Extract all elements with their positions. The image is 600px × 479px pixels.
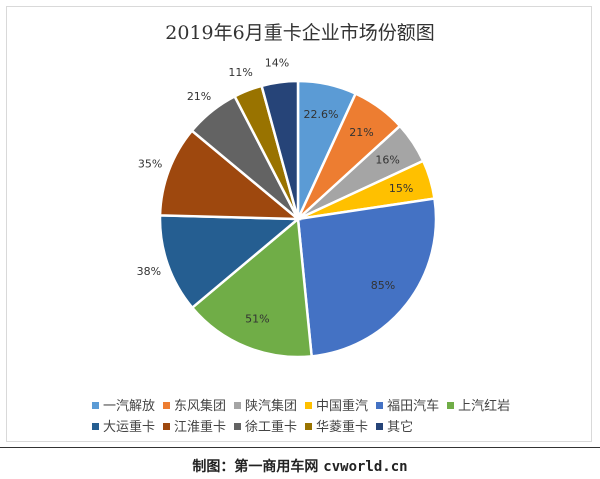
- legend-label: 大运重卡: [103, 420, 156, 435]
- pie-slice-7: [158, 128, 302, 221]
- data-label-5: 51%: [245, 313, 269, 326]
- legend-swatch: [376, 402, 384, 409]
- legend-label: 其它: [387, 420, 414, 435]
- divider: [0, 447, 600, 448]
- legend-item-4: 福田汽车: [376, 396, 439, 417]
- data-label-0: 22.6%: [304, 108, 339, 121]
- data-label-7: 35%: [138, 157, 162, 170]
- data-label-4: 85%: [371, 279, 395, 292]
- legend-label: 东风集团: [174, 399, 227, 414]
- legend-item-7: 江淮重卡: [163, 417, 226, 438]
- pie-slice-5: [190, 216, 314, 359]
- pie-slice-10: [260, 79, 300, 220]
- legend-swatch: [234, 423, 242, 430]
- data-label-3: 15%: [389, 182, 413, 195]
- legend-swatch: [305, 402, 313, 409]
- legend-swatch: [305, 423, 313, 430]
- legend-swatch: [92, 423, 99, 430]
- credit-text: 制图：第一商用车网: [192, 459, 319, 475]
- data-label-9: 11%: [228, 66, 252, 79]
- legend-item-8: 徐工重卡: [234, 417, 297, 438]
- legend-label: 华菱重卡: [316, 420, 369, 435]
- legend-label: 福田汽车: [387, 399, 440, 414]
- pie-chart: 22.6% 21% 16% 15% 85% 51% 38% 35% 21% 11% 14%: [137, 56, 438, 359]
- legend-item-6: 大运重卡: [92, 417, 155, 438]
- legend-item-9: 华菱重卡: [305, 417, 368, 438]
- data-label-6: 38%: [137, 265, 161, 278]
- legend-label: 上汽红岩: [458, 399, 511, 414]
- data-label-8: 21%: [187, 90, 211, 103]
- chart-title: 2019年6月重卡企业市场份额图: [165, 22, 435, 44]
- legend-item-0: 一汽解放: [92, 396, 155, 417]
- legend-item-1: 东风集团: [163, 396, 226, 417]
- legend-label: 一汽解放: [103, 399, 156, 414]
- legend-swatch: [163, 402, 171, 409]
- legend-item-10: 其它: [376, 417, 413, 438]
- legend-item-3: 中国重汽: [305, 396, 368, 417]
- data-label-2: 16%: [375, 153, 399, 166]
- legend-label: 徐工重卡: [245, 420, 298, 435]
- legend-item-5: 上汽红岩: [447, 396, 510, 417]
- legend-swatch: [376, 423, 384, 430]
- legend-swatch: [163, 423, 171, 430]
- legend-label: 陕汽集团: [245, 399, 298, 414]
- legend-item-2: 陕汽集团: [234, 396, 297, 417]
- credit-line: 制图：第一商用车网 cvworld.cn: [0, 456, 600, 476]
- pie-slice-6: [158, 214, 302, 310]
- legend-swatch: [447, 402, 455, 409]
- legend-label: 中国重汽: [316, 399, 369, 414]
- data-label-10: 14%: [265, 56, 289, 69]
- data-label-1: 21%: [349, 126, 373, 139]
- legend-label: 江淮重卡: [174, 420, 227, 435]
- chart-frame: [6, 6, 592, 442]
- pie-slice-4: [296, 197, 438, 358]
- legend-swatch: [234, 402, 242, 409]
- legend-swatch: [92, 402, 99, 409]
- credit-url: cvworld.cn: [323, 459, 408, 475]
- legend: 一汽解放 东风集团 陕汽集团 中国重汽 福田汽车 上汽红岩大运重卡 江淮重卡 徐工重卡 华菱重卡…: [92, 396, 532, 438]
